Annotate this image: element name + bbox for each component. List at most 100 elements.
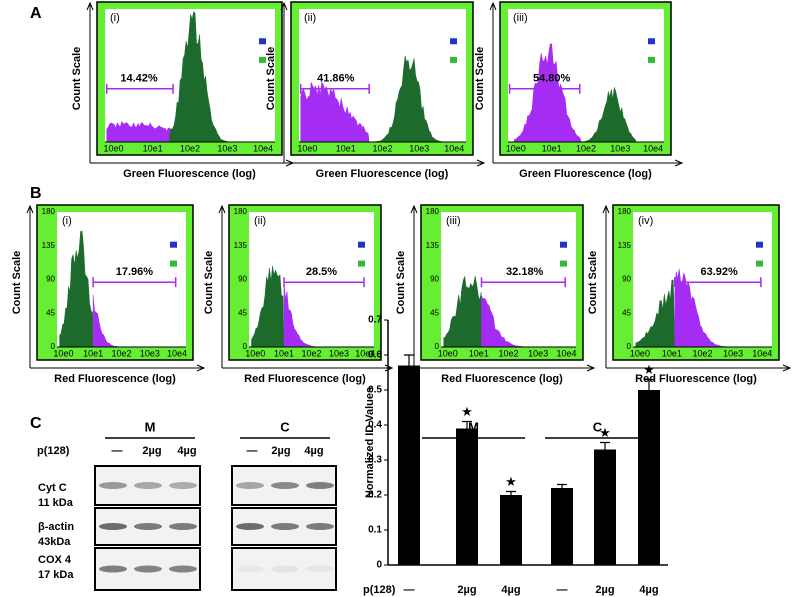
bar bbox=[500, 495, 522, 565]
x-tick-label: 10e4 bbox=[253, 143, 273, 153]
x-tick-label: 10e3 bbox=[723, 348, 743, 358]
y-axis-title: Normalized ID Values bbox=[364, 387, 376, 498]
panel-label: A bbox=[30, 5, 42, 22]
error-bar bbox=[462, 420, 472, 429]
band bbox=[236, 482, 264, 489]
y-axis-title: Count Scale bbox=[11, 251, 23, 315]
treatment-label: p(128) bbox=[37, 445, 70, 457]
panel-label: B bbox=[30, 185, 42, 202]
row-weight: 11 kDa bbox=[38, 497, 74, 509]
y-tick-label: 0.3 bbox=[368, 455, 382, 466]
axis-arrow bbox=[86, 1, 94, 11]
legend-icon bbox=[259, 38, 266, 45]
y-tick-label: 180 bbox=[618, 207, 632, 216]
band bbox=[99, 482, 127, 489]
axis-arrow bbox=[586, 364, 596, 372]
x-tick-label: 10e0 bbox=[506, 143, 526, 153]
x-tick-label: 10e4 bbox=[643, 143, 663, 153]
y-tick-label: 180 bbox=[426, 207, 440, 216]
x-tick-label: 10e4 bbox=[167, 348, 187, 358]
x-axis-title: Red Fluorescence (log) bbox=[635, 373, 757, 385]
row-name: β-actin bbox=[38, 521, 74, 533]
legend-icon bbox=[756, 241, 763, 248]
band bbox=[306, 482, 334, 489]
plot-label: (iii) bbox=[446, 215, 461, 227]
plot-label: (ii) bbox=[254, 215, 266, 227]
y-tick-label: 45 bbox=[430, 308, 439, 317]
x-tick-label: 10e0 bbox=[297, 143, 317, 153]
x-tick-label: 10e2 bbox=[372, 143, 392, 153]
gate-label: 32.18% bbox=[506, 266, 544, 278]
y-axis-title: Count Scale bbox=[265, 47, 277, 111]
x-tick-label: 2µg bbox=[595, 584, 614, 596]
legend-icon bbox=[170, 260, 177, 267]
axis-arrow bbox=[26, 204, 34, 214]
plot-label: (i) bbox=[62, 215, 72, 227]
band bbox=[134, 565, 162, 573]
bar bbox=[594, 449, 616, 565]
x-axis-title: Green Fluorescence (log) bbox=[123, 168, 256, 180]
x-tick-label: 10e2 bbox=[180, 143, 200, 153]
y-tick-label: 0 bbox=[51, 342, 56, 351]
row-weight: 17 kDa bbox=[38, 569, 74, 581]
x-tick-label: — bbox=[404, 584, 415, 596]
y-tick-label: 0.2 bbox=[368, 490, 382, 501]
band bbox=[134, 482, 162, 489]
significance-star: ★ bbox=[461, 404, 473, 419]
gate-label: 28.5% bbox=[306, 266, 337, 278]
bar bbox=[638, 390, 660, 565]
significance-star: ★ bbox=[643, 362, 655, 377]
x-tick-label: 10e2 bbox=[576, 143, 596, 153]
y-tick-label: 0 bbox=[435, 342, 440, 351]
lane-label: 2µg bbox=[142, 445, 161, 457]
y-axis-title: Count Scale bbox=[474, 47, 486, 111]
axis-arrow bbox=[489, 1, 497, 11]
y-tick-label: 90 bbox=[430, 275, 439, 284]
gate-label: 17.96% bbox=[116, 266, 154, 278]
legend-icon bbox=[358, 241, 365, 248]
axis-arrow bbox=[476, 159, 486, 167]
x-tick-label: 10e0 bbox=[103, 143, 123, 153]
y-tick-label: 0.7 bbox=[368, 315, 382, 326]
legend-icon bbox=[648, 56, 655, 63]
x-tick-label: 10e2 bbox=[692, 348, 712, 358]
x-tick-label: 10e1 bbox=[143, 143, 163, 153]
plot-label: (ii) bbox=[304, 12, 316, 24]
x-tick-label: 10e3 bbox=[528, 348, 548, 358]
group-label: C bbox=[593, 419, 603, 434]
significance-star: ★ bbox=[599, 425, 611, 440]
x-axis-title: Red Fluorescence (log) bbox=[244, 373, 366, 385]
histogram bbox=[581, 87, 637, 143]
y-tick-label: 45 bbox=[46, 308, 55, 317]
y-tick-label: 90 bbox=[238, 275, 247, 284]
band bbox=[169, 482, 197, 489]
x-tick-label: 10e3 bbox=[329, 348, 349, 358]
significance-star: ★ bbox=[505, 474, 517, 489]
axis-arrow bbox=[782, 364, 792, 372]
y-tick-label: 0.4 bbox=[368, 420, 382, 431]
y-axis-title: Count Scale bbox=[203, 251, 215, 315]
y-tick-label: 135 bbox=[234, 241, 248, 250]
lane-label: 2µg bbox=[271, 445, 290, 457]
band bbox=[169, 565, 197, 573]
y-tick-label: 45 bbox=[238, 308, 247, 317]
y-tick-label: 0.6 bbox=[368, 350, 382, 361]
band bbox=[271, 482, 299, 489]
band bbox=[271, 565, 299, 573]
band bbox=[306, 523, 334, 530]
lane-label: 4µg bbox=[304, 445, 323, 457]
y-tick-label: 90 bbox=[46, 275, 55, 284]
axis-arrow bbox=[280, 1, 288, 11]
x-tick-label: — bbox=[557, 584, 568, 596]
gate-label: 63.92% bbox=[701, 266, 739, 278]
row-name: Cyt C bbox=[38, 482, 67, 494]
bar bbox=[551, 488, 573, 565]
y-tick-label: 0 bbox=[627, 342, 632, 351]
histogram bbox=[251, 265, 285, 348]
lane-label: — bbox=[247, 445, 258, 457]
band bbox=[271, 523, 299, 530]
x-tick-label: 10e4 bbox=[444, 143, 464, 153]
bar bbox=[398, 365, 420, 565]
x-tick-label: 4µg bbox=[639, 584, 658, 596]
row-name: COX 4 bbox=[38, 554, 72, 566]
